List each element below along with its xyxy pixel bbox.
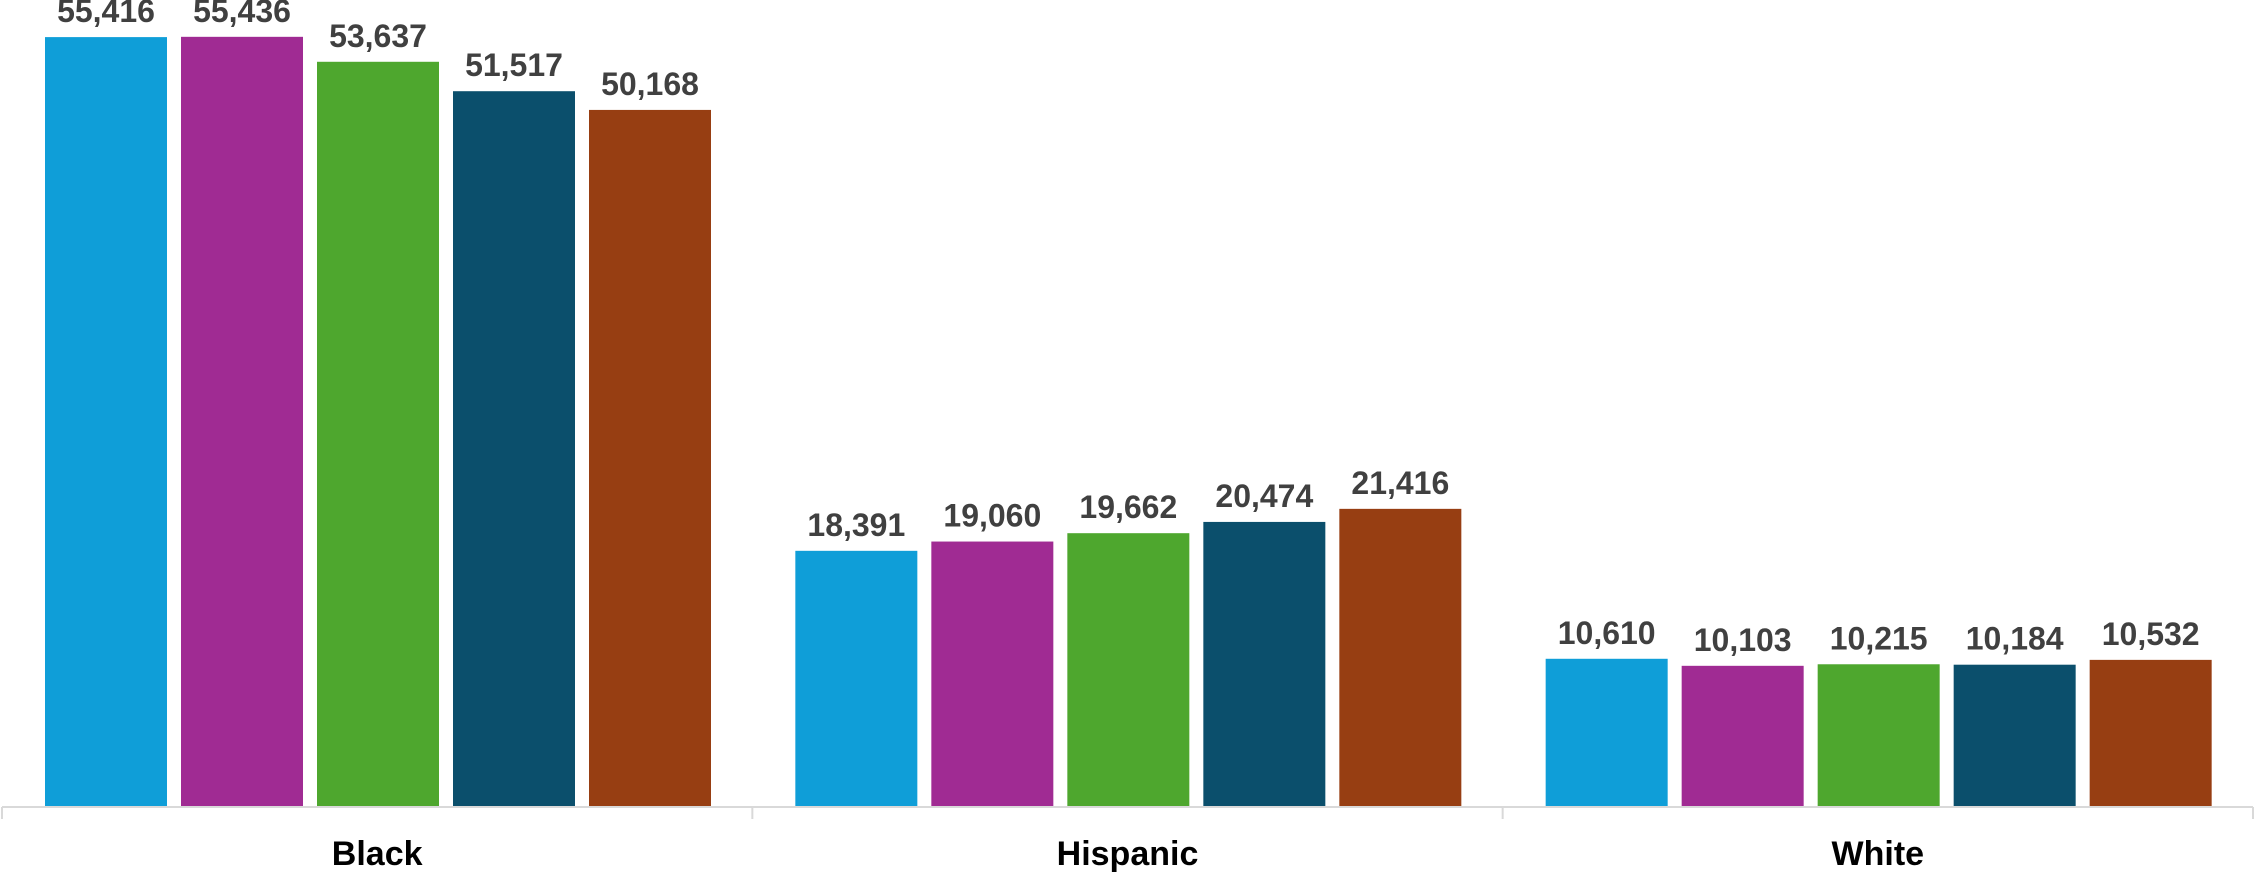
data-label-white-1: 10,610 [1558, 615, 1656, 651]
category-label-white: White [1832, 835, 1925, 873]
bars-group [45, 36, 2212, 807]
bar-white-3 [1817, 664, 1940, 806]
data-label-white-3: 10,215 [1830, 620, 1928, 656]
data-label-white-2: 10,103 [1694, 622, 1792, 658]
data-label-hispanic-2: 19,060 [943, 498, 1041, 534]
category-label-hispanic: Hispanic [1057, 835, 1199, 873]
bar-black-5 [589, 109, 711, 806]
data-label-black-5: 50,168 [601, 66, 699, 102]
bar-white-4 [1953, 664, 2076, 806]
bar-white-1 [1545, 658, 1668, 806]
data-label-hispanic-4: 20,474 [1215, 478, 1313, 514]
data-label-hispanic-1: 18,391 [807, 507, 905, 543]
data-label-black-2: 55,436 [193, 0, 291, 29]
bar-black-2 [181, 36, 303, 806]
bar-white-2 [1681, 665, 1804, 806]
data-labels-group: 55,416 55,436 53,637 51,517 50,168 18,391 19,0… [57, 0, 2200, 658]
bar-black-1 [45, 37, 167, 806]
bar-black-3 [317, 61, 439, 807]
data-label-black-4: 51,517 [465, 47, 563, 83]
bar-black-4 [453, 91, 575, 807]
data-label-black-3: 53,637 [329, 18, 427, 54]
x-axis: Black Hispanic White [1, 806, 2254, 873]
bar-hispanic-5 [1339, 508, 1462, 806]
data-label-black-1: 55,416 [57, 0, 155, 29]
bar-hispanic-4 [1203, 521, 1326, 806]
category-label-black: Black [332, 835, 423, 873]
bar-hispanic-1 [795, 550, 918, 806]
data-label-white-5: 10,532 [2102, 616, 2200, 652]
bar-hispanic-3 [1067, 533, 1190, 806]
bar-hispanic-2 [931, 541, 1054, 806]
bar-white-5 [2089, 659, 2212, 806]
data-label-hispanic-5: 21,416 [1351, 465, 1449, 501]
data-label-white-4: 10,184 [1966, 621, 2064, 657]
data-label-hispanic-3: 19,662 [1079, 489, 1177, 525]
